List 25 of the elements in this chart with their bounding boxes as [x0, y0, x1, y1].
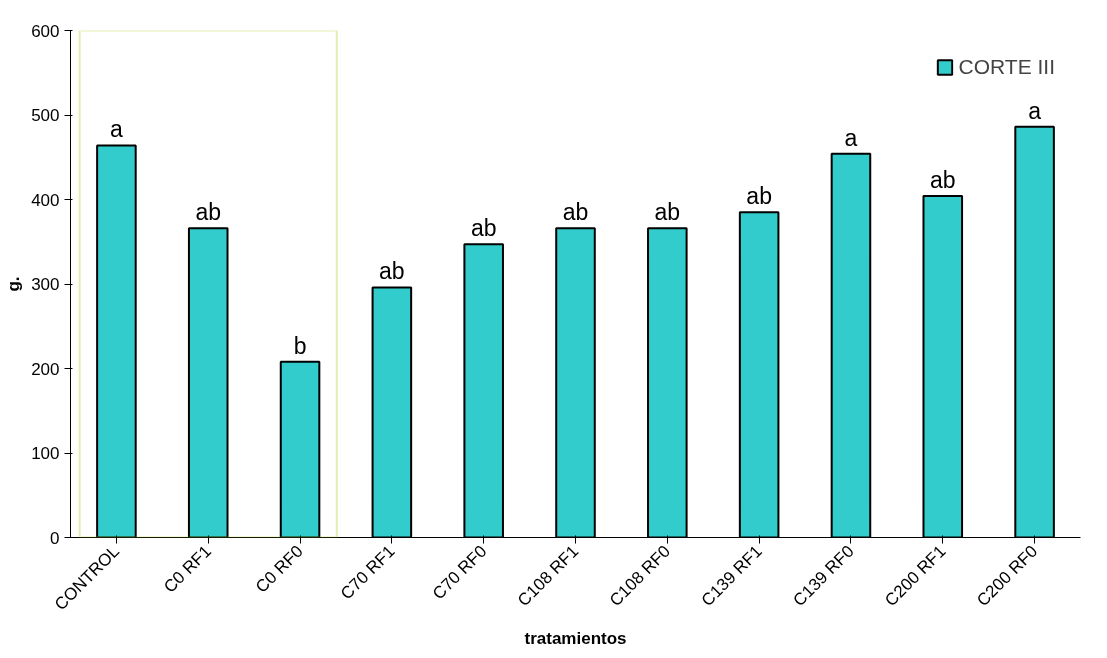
data-label: ab — [562, 199, 589, 226]
x-axis-title: tratamientos — [524, 628, 627, 648]
y-tick-label: 0 — [50, 528, 60, 548]
y-tick-label: 600 — [31, 21, 60, 41]
x-tick-label: C0 RF0 — [251, 541, 307, 597]
data-label: ab — [470, 215, 497, 242]
y-axis-title: g. — [4, 276, 24, 292]
data-label: ab — [379, 258, 405, 285]
data-label: a — [110, 116, 124, 143]
data-label: a — [1028, 97, 1042, 124]
data-label: b — [293, 332, 307, 359]
data-label: ab — [929, 167, 956, 194]
y-tick-label: 200 — [31, 359, 60, 379]
x-tick-label: C0 RF1 — [160, 541, 215, 597]
x-tick-label: C70 RF1 — [337, 541, 399, 604]
y-tick-label: 300 — [31, 275, 60, 294]
data-label: ab — [746, 183, 772, 210]
y-tick-label: 400 — [31, 190, 60, 210]
data-label: ab — [654, 199, 681, 226]
data-label: ab — [195, 199, 222, 226]
x-tick-label: C70 RF0 — [428, 541, 491, 604]
data-label: a — [844, 124, 858, 151]
y-tick-label: 500 — [31, 106, 60, 125]
y-tick-label: 100 — [31, 444, 60, 463]
legend-label: CORTE III — [958, 55, 1055, 79]
